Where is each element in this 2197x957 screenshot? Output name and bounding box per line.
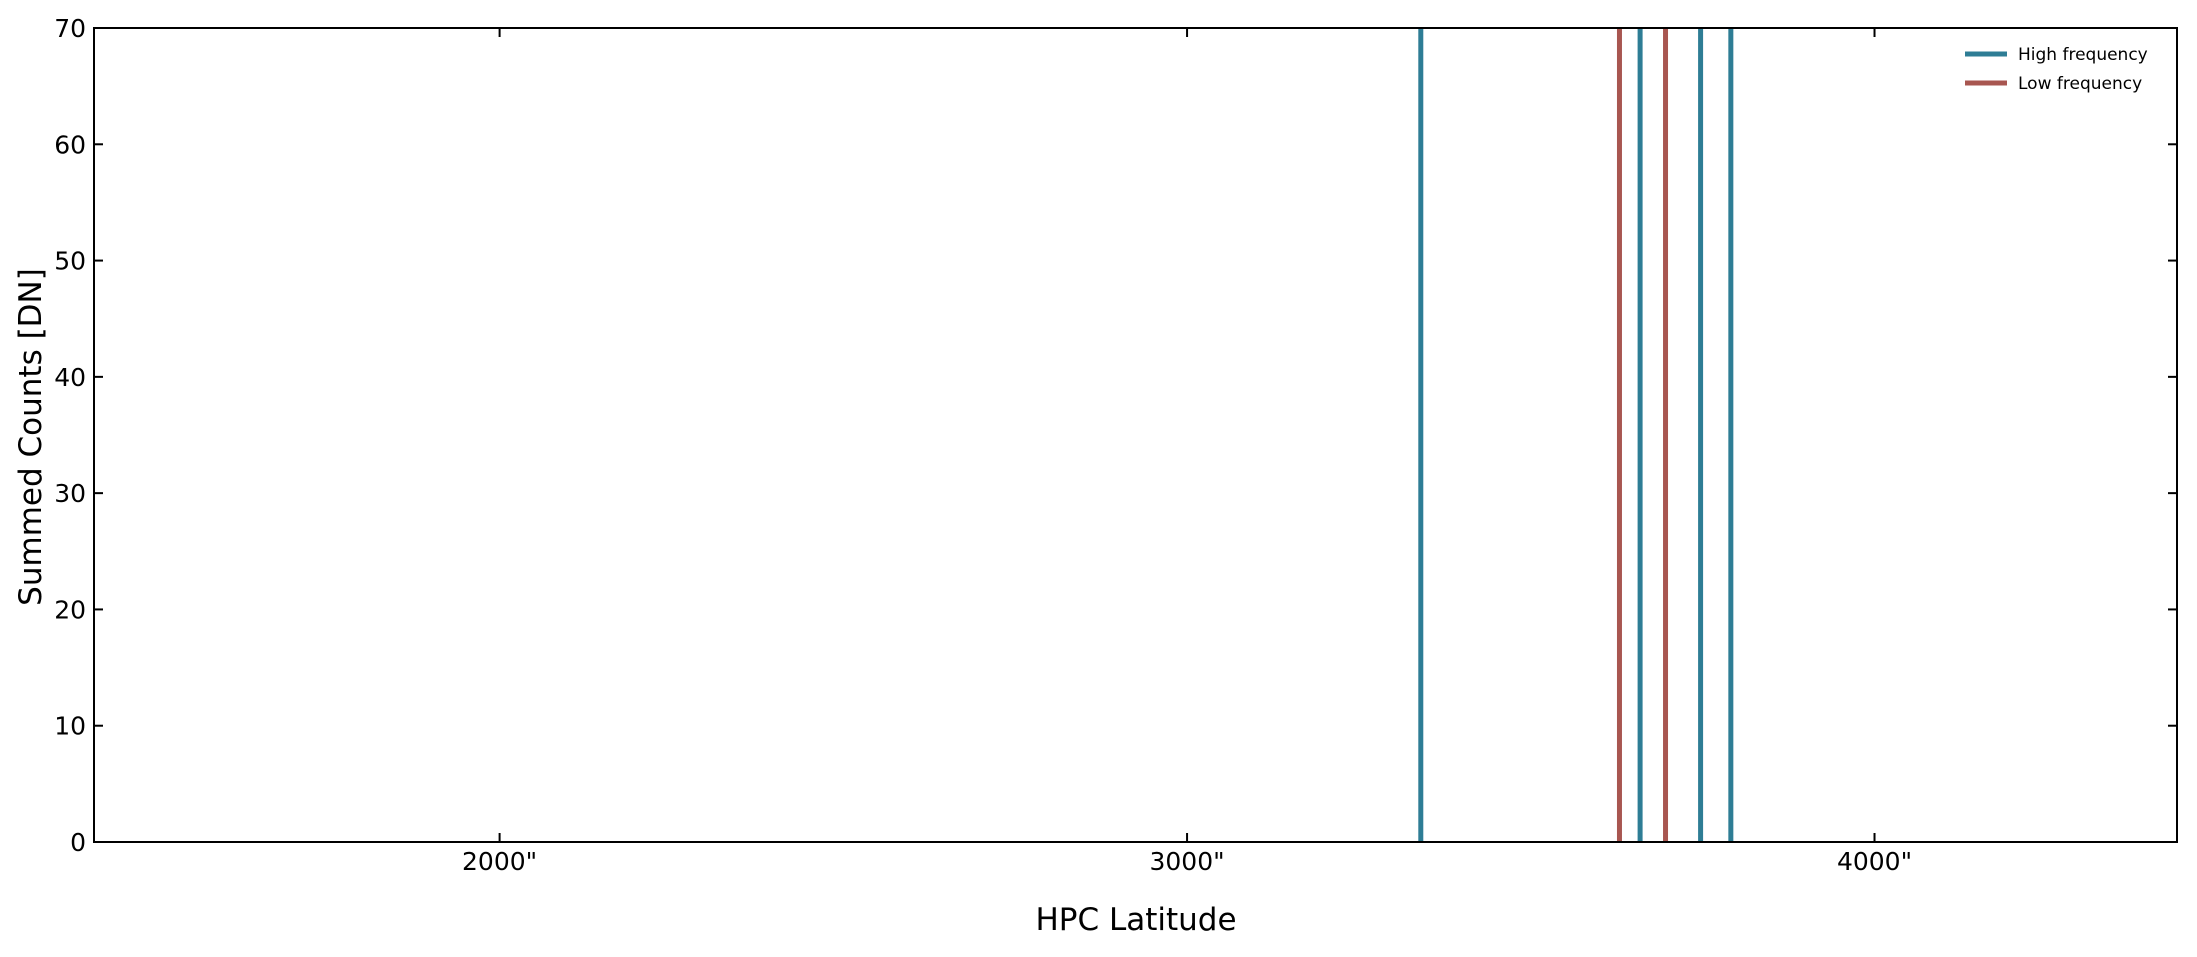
- legend: High frequency Low frequency: [1965, 45, 2148, 94]
- x-tick-label-0: 2000": [462, 847, 537, 876]
- plot-area-frame: [93, 27, 2178, 843]
- series-1: [1616, 28, 1669, 842]
- y-tick-label-7: 70: [54, 14, 86, 43]
- y-tick-label-6: 60: [54, 130, 86, 159]
- y-tick-label-2: 20: [54, 595, 86, 624]
- legend-label-1: Low frequency: [2018, 74, 2142, 94]
- y-tick-label-3: 30: [54, 479, 86, 508]
- data-marks: [1418, 28, 1734, 842]
- y-tick-label-1: 10: [54, 712, 86, 741]
- x-tick-label-1: 3000": [1149, 847, 1224, 876]
- legend-label-0: High frequency: [2018, 45, 2148, 65]
- y-axis-title: Summed Counts [DN]: [13, 268, 49, 606]
- y-tick-label-4: 40: [54, 363, 86, 392]
- y-tick-label-0: 0: [70, 828, 86, 857]
- y-tick-label-5: 50: [54, 247, 86, 276]
- x-tick-label-2: 4000": [1837, 847, 1912, 876]
- x-axis-title: HPC Latitude: [1035, 902, 1236, 938]
- series-0: [1418, 28, 1734, 842]
